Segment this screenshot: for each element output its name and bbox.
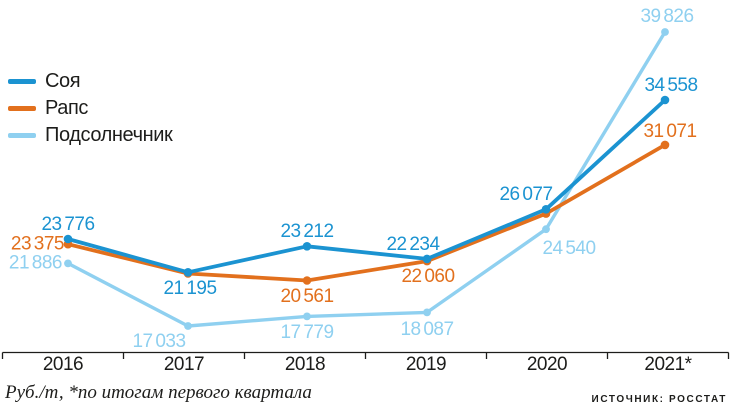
value-label-sunflower: 17 033 [132,330,186,352]
data-point-soy [541,205,551,214]
value-label-soy: 23 776 [41,214,95,235]
value-label-sunflower: 39 826 [640,6,694,27]
data-point-rapeseed [302,276,312,285]
legend-item-rapeseed: Рапс [8,98,172,118]
data-point-soy [422,254,432,264]
series-line-sunflower [66,30,667,328]
x-tick-label: 2018 [284,354,326,375]
x-tick-label: 2017 [163,354,205,375]
legend-item-sunflower: Подсолнечник [8,124,173,146]
value-label-soy: 23 212 [280,221,334,243]
value-label-sunflower: 24 540 [542,238,596,260]
data-point-soy [183,268,193,277]
series-line-rapeseed [66,142,667,283]
legend-label-sunflower: Подсолнечник [45,124,173,146]
legend-label-soy: Соя [45,70,81,92]
data-point-sunflower [661,28,669,36]
x-tick-label: 2019 [405,354,447,375]
value-label-rapeseed: 20 561 [280,286,334,308]
data-point-sunflower [64,259,72,268]
x-tick-label: 2016 [42,354,84,375]
data-point-sunflower [184,322,192,330]
series-line-soy [66,98,667,275]
legend-item-soy: Соя [8,71,172,91]
data-point-sunflower [303,312,311,321]
value-label-soy: 34 558 [644,74,698,96]
value-label-soy: 22 234 [386,233,440,255]
data-point-rapeseed [660,140,670,150]
value-label-sunflower: 21 886 [8,252,63,274]
value-label-sunflower: 17 779 [280,322,334,344]
sunflower-line-swatch [8,132,36,138]
value-label-soy: 26 077 [499,184,553,206]
legend: Соя Рапс Подсолнечник [8,71,173,146]
data-point-soy [63,234,73,244]
value-label-rapeseed: 23 375 [10,233,65,255]
data-point-soy [660,95,670,105]
value-label-soy: 21 195 [163,278,217,300]
source-credit: ИСТОЧНИК: РОССТАТ [591,394,727,405]
data-point-sunflower [542,225,550,234]
x-tick-label: 2020 [526,354,568,375]
data-point-soy [302,242,312,251]
data-point-sunflower [423,308,431,317]
value-label-rapeseed: 31 071 [643,120,697,142]
x-tick-label: 2021* [644,354,692,375]
value-label-sunflower: 18 087 [400,319,454,341]
legend-label-rapeseed: Рапс [45,97,89,119]
rapeseed-line-swatch [8,105,36,111]
units-footnote: Руб./т, *по итогам первого квартала [5,382,312,403]
value-label-rapeseed: 22 060 [401,266,455,288]
soy-line-swatch [8,78,36,84]
